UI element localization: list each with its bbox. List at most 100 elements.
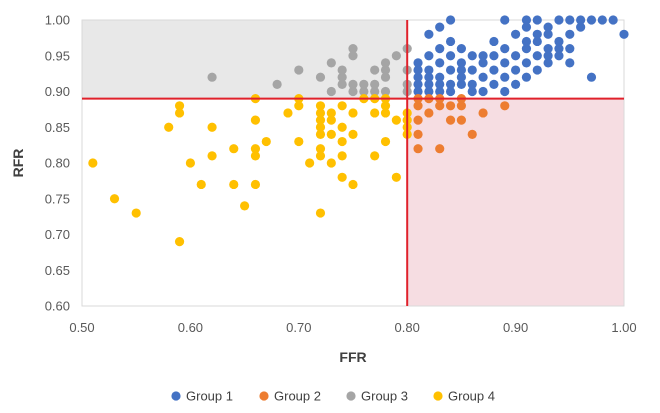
data-point bbox=[305, 158, 315, 168]
data-point bbox=[380, 136, 391, 147]
data-point bbox=[445, 79, 456, 89]
data-point bbox=[521, 44, 532, 54]
data-point bbox=[174, 101, 185, 111]
data-point bbox=[456, 65, 466, 75]
data-point bbox=[500, 15, 510, 25]
data-point bbox=[359, 79, 369, 89]
data-point bbox=[521, 72, 532, 82]
data-point bbox=[586, 15, 597, 25]
data-point bbox=[348, 108, 358, 118]
data-point bbox=[456, 79, 466, 89]
data-point bbox=[315, 208, 326, 218]
data-point bbox=[391, 172, 401, 182]
data-point bbox=[435, 101, 445, 111]
data-point bbox=[315, 108, 326, 118]
data-point bbox=[370, 86, 380, 97]
data-point bbox=[532, 65, 542, 75]
data-point bbox=[565, 15, 575, 25]
data-point bbox=[532, 29, 542, 39]
series-group-3 bbox=[207, 44, 412, 97]
data-point bbox=[315, 101, 326, 111]
data-point bbox=[413, 58, 423, 68]
data-point bbox=[413, 129, 423, 139]
x-tick-label: 0.60 bbox=[178, 320, 203, 335]
data-point bbox=[294, 136, 304, 147]
data-point bbox=[294, 101, 304, 111]
data-point bbox=[380, 86, 391, 97]
data-point bbox=[380, 72, 391, 82]
data-point bbox=[337, 72, 347, 82]
data-points bbox=[88, 15, 629, 247]
data-point bbox=[445, 15, 456, 25]
y-tick-label: 0.85 bbox=[45, 120, 70, 135]
data-point bbox=[315, 115, 326, 125]
x-tick-label: 0.50 bbox=[69, 320, 94, 335]
data-point bbox=[185, 158, 195, 168]
data-point bbox=[348, 51, 358, 61]
threshold-lines bbox=[82, 20, 624, 306]
data-point bbox=[500, 72, 510, 82]
data-point bbox=[435, 72, 445, 82]
data-point bbox=[413, 79, 423, 89]
data-point bbox=[250, 144, 261, 154]
data-point bbox=[380, 108, 391, 118]
y-tick-label: 0.65 bbox=[45, 263, 70, 278]
data-point bbox=[489, 65, 499, 75]
series-group-2 bbox=[413, 94, 510, 154]
data-point bbox=[565, 44, 575, 54]
data-point bbox=[424, 79, 434, 89]
series-group-1 bbox=[413, 15, 629, 97]
x-tick-label: 0.80 bbox=[395, 320, 420, 335]
data-point bbox=[435, 44, 445, 54]
data-point bbox=[586, 72, 597, 82]
data-point bbox=[207, 151, 217, 161]
legend-item: Group 3 bbox=[346, 389, 408, 404]
data-point bbox=[348, 179, 358, 190]
data-point bbox=[207, 122, 217, 132]
data-point bbox=[294, 65, 304, 75]
data-point bbox=[424, 86, 434, 97]
data-point bbox=[435, 58, 445, 68]
data-point bbox=[229, 144, 239, 154]
plot-area-border bbox=[81, 19, 625, 307]
data-point bbox=[500, 101, 510, 111]
data-point bbox=[543, 29, 553, 39]
data-point bbox=[380, 58, 391, 68]
data-point bbox=[510, 29, 521, 39]
legend-item: Group 2 bbox=[259, 389, 321, 404]
data-point bbox=[359, 86, 369, 97]
data-point bbox=[283, 108, 293, 118]
x-tick-label: 0.90 bbox=[503, 320, 528, 335]
data-point bbox=[131, 208, 141, 218]
data-point bbox=[229, 179, 239, 190]
data-point bbox=[489, 36, 499, 47]
data-point bbox=[326, 58, 336, 68]
data-point bbox=[250, 115, 261, 125]
y-tick-label: 1.00 bbox=[45, 13, 70, 28]
data-point bbox=[532, 15, 542, 25]
data-point bbox=[240, 201, 250, 211]
data-point bbox=[207, 72, 217, 82]
data-point bbox=[435, 86, 445, 97]
legend-marker bbox=[346, 391, 356, 401]
data-point bbox=[467, 51, 477, 61]
data-point bbox=[510, 79, 521, 89]
legend-label: Group 4 bbox=[448, 389, 495, 404]
data-point bbox=[370, 65, 380, 75]
data-point bbox=[424, 108, 434, 118]
data-point bbox=[456, 101, 466, 111]
data-point bbox=[478, 58, 488, 68]
data-point bbox=[554, 44, 564, 54]
data-point bbox=[478, 108, 488, 118]
data-point bbox=[337, 101, 347, 111]
data-point bbox=[250, 179, 261, 190]
legend-label: Group 3 bbox=[361, 389, 408, 404]
data-point bbox=[348, 79, 358, 89]
data-point bbox=[413, 72, 423, 82]
data-point bbox=[608, 15, 618, 25]
shaded-region-1 bbox=[82, 20, 408, 99]
data-point bbox=[500, 86, 510, 97]
data-point bbox=[521, 22, 532, 32]
data-point bbox=[413, 65, 423, 75]
data-point bbox=[467, 129, 477, 139]
